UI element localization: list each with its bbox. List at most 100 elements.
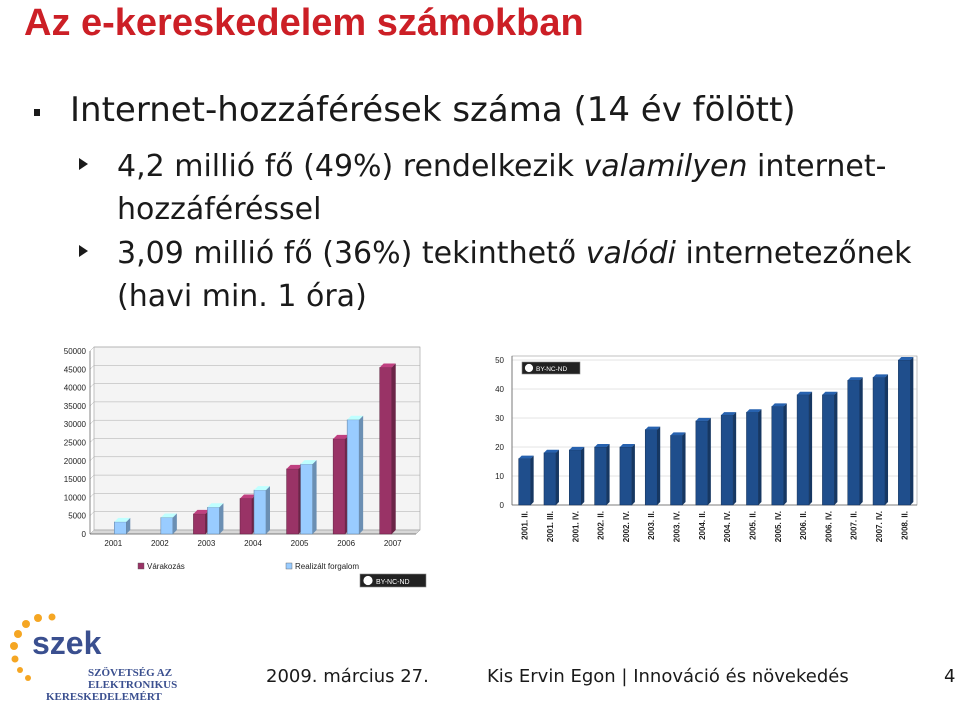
- x-tick-label: 2007. II.: [850, 511, 859, 540]
- gridline: [89, 511, 95, 516]
- legend-swatch: [137, 562, 145, 570]
- footer-date: 2009. március 27.: [266, 666, 429, 687]
- gridline: [89, 438, 95, 443]
- x-tick-label: 2005. IV.: [774, 511, 783, 542]
- license-badge: [521, 361, 581, 375]
- sub-bullet-access-italic: valamilyen: [583, 149, 748, 184]
- legend-label: Várakozás: [147, 562, 185, 571]
- y-tick-label: 10: [495, 472, 504, 481]
- bar-Várakozás: [193, 509, 210, 535]
- x-tick-label: 2003. II.: [647, 511, 656, 540]
- bar: [518, 455, 534, 506]
- legend-label: Realizált forgalom: [295, 562, 359, 571]
- gridline: [89, 346, 95, 352]
- bullet-main: Internet-hozzáférések száma (14 év fölöt…: [34, 90, 796, 130]
- x-tick-label: 2003: [198, 539, 216, 548]
- bar: [746, 409, 762, 506]
- triangle-bullet-icon: [79, 158, 88, 170]
- bar-Realizált forgalom: [114, 517, 131, 535]
- x-tick-label: 2007: [384, 539, 402, 548]
- gridline: [89, 529, 95, 535]
- logo-text: szek: [32, 625, 102, 661]
- x-tick-label: 2002. II.: [597, 511, 606, 540]
- bar: [898, 357, 914, 506]
- y-tick-label: 20000: [64, 457, 87, 466]
- square-bullet-icon: [34, 109, 40, 116]
- x-tick-label: 2007. IV.: [875, 511, 884, 542]
- y-tick-label: 45000: [64, 365, 87, 374]
- logo-line-3: KERESKEDELEMÉRT: [46, 691, 162, 703]
- x-tick-label: 2005. II.: [748, 511, 757, 540]
- bar: [720, 412, 737, 506]
- y-tick-label: 0: [82, 530, 87, 539]
- legend-swatch: [285, 562, 293, 570]
- x-tick-label: 2006. IV.: [824, 511, 833, 542]
- bar: [594, 444, 610, 506]
- x-tick-label: 2001. III.: [546, 511, 555, 542]
- bar-Realizált forgalom: [346, 415, 364, 535]
- bullet-main-text: Internet-hozzáférések száma (14 év fölöt…: [70, 90, 796, 130]
- bar-Realizált forgalom: [160, 513, 177, 535]
- bar-Várakozás: [286, 464, 303, 535]
- logo-line-2: ELEKTRONIKUS: [88, 679, 177, 691]
- bar-Várakozás: [379, 363, 396, 535]
- bar: [822, 391, 838, 506]
- y-tick-label: 15000: [64, 475, 87, 484]
- bar-Realizált forgalom: [300, 460, 317, 535]
- x-tick-label: 2002: [151, 539, 169, 548]
- y-tick-label: 5000: [68, 512, 86, 521]
- bar: [872, 374, 889, 506]
- license-badge-text: BY-NC-ND: [376, 579, 410, 586]
- bar: [619, 444, 635, 506]
- y-tick-label: 20: [495, 443, 504, 452]
- bar: [695, 417, 711, 506]
- x-tick-label: 2004. IV.: [723, 511, 732, 542]
- license-badge: [359, 573, 427, 588]
- y-tick-label: 35000: [64, 402, 87, 411]
- sub-bullet-users-text-1: 3,09 millió fő (36%) tekinthető: [117, 236, 586, 271]
- gridline: [89, 365, 95, 370]
- gridline: [89, 493, 95, 498]
- sub-bullet-access-text-1: 4,2 millió fő (49%) rendelkezik: [117, 149, 584, 184]
- slide-title: Az e-kereskedelem számokban: [24, 2, 584, 44]
- gridline: [89, 401, 95, 407]
- bar: [796, 391, 813, 506]
- bar: [543, 449, 559, 506]
- y-tick-label: 30: [495, 414, 504, 423]
- x-tick-label: 2002. IV.: [622, 511, 631, 542]
- bar: [847, 377, 863, 506]
- x-tick-label: 2001: [104, 539, 122, 548]
- x-tick-label: 2001. II.: [521, 511, 530, 540]
- page-number: 4: [944, 666, 956, 687]
- x-tick-label: 2006. II.: [799, 511, 808, 540]
- bar: [569, 446, 585, 506]
- x-tick-label: 2004: [244, 539, 262, 548]
- gridline: [89, 383, 95, 388]
- bar: [771, 403, 787, 506]
- x-tick-label: 2001. IV.: [571, 511, 580, 542]
- y-tick-label: 30000: [64, 420, 87, 429]
- bar-Realizált forgalom: [207, 503, 224, 535]
- bar-Várakozás: [239, 494, 256, 535]
- bar: [670, 432, 686, 506]
- logo-line-1: SZÖVETSÉG AZ: [88, 666, 172, 679]
- gridline: [89, 456, 95, 461]
- sub-bullet-access-text-2: internet-hozzáféréssel: [117, 149, 887, 227]
- triangle-bullet-icon: [79, 245, 88, 257]
- bar: [644, 426, 661, 506]
- y-tick-label: 25000: [64, 439, 87, 448]
- szek-logo: szek SZÖVETSÉG AZ ELEKTRONIKUS KERESKEDE…: [10, 613, 177, 703]
- bar-Realizált forgalom: [253, 486, 270, 535]
- x-tick-label: 2004. II.: [698, 511, 707, 540]
- y-tick-label: 10000: [64, 493, 87, 502]
- x-tick-label: 2008. II.: [900, 511, 909, 540]
- sub-bullet-users-italic: valódi: [585, 236, 676, 271]
- logo-dots: [10, 613, 56, 681]
- bar-Várakozás: [332, 434, 350, 535]
- gridline: [89, 474, 95, 480]
- y-tick-label: 50: [495, 356, 504, 365]
- y-tick-label: 40: [495, 385, 504, 394]
- cc-icon: [362, 575, 374, 586]
- y-tick-label: 40000: [64, 384, 87, 393]
- x-tick-label: 2006: [337, 539, 355, 548]
